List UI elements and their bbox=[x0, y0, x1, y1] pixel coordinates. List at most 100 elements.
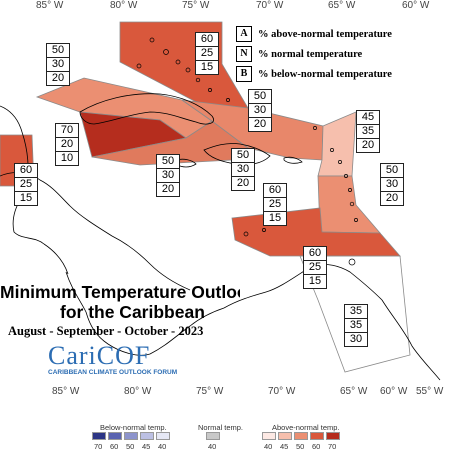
prob-above: 70 bbox=[56, 124, 78, 138]
colorbar-below-cell bbox=[140, 432, 154, 440]
lon-label: 75° W bbox=[182, 0, 210, 11]
prob-above: 45 bbox=[357, 111, 379, 125]
prob-below: 15 bbox=[268, 212, 282, 224]
region-leeward-south bbox=[317, 175, 381, 234]
prob-below: 15 bbox=[200, 61, 214, 73]
prob-normal: 35 bbox=[345, 319, 367, 333]
prob-above: 60 bbox=[196, 33, 218, 47]
colorbar-below-cell bbox=[92, 432, 106, 440]
prob-above: 50 bbox=[249, 90, 271, 104]
prob-below: 10 bbox=[60, 152, 74, 164]
prob-box-cuba-east: 50 30 20 bbox=[156, 154, 180, 197]
legend-label: % above-normal temperature bbox=[258, 28, 392, 40]
legend-row-normal: N % normal temperature bbox=[236, 44, 414, 64]
prob-above: 50 bbox=[157, 155, 179, 169]
map-subtitle: for the Caribbean bbox=[60, 302, 205, 322]
prob-box-caribbean-sea: 60 25 15 bbox=[263, 183, 287, 226]
colorbar-below-cell bbox=[108, 432, 122, 440]
legend-row-above: A % above-normal temperature bbox=[236, 24, 414, 44]
colorbar-below-cell bbox=[156, 432, 170, 440]
prob-below: 20 bbox=[161, 183, 175, 195]
colorbar-above-title: Above-normal temp. bbox=[272, 423, 340, 432]
prob-normal: 25 bbox=[196, 47, 218, 61]
prob-normal: 35 bbox=[357, 125, 379, 139]
prob-above: 60 bbox=[15, 164, 37, 178]
prob-below: 20 bbox=[361, 139, 375, 151]
legend-label: % normal temperature bbox=[258, 48, 363, 60]
prob-box-bahamas-west: 50 30 20 bbox=[46, 43, 70, 86]
colorbar-tick-label: 70 bbox=[94, 442, 103, 451]
lon-label: 75° W bbox=[196, 386, 224, 397]
prob-normal: 20 bbox=[56, 138, 78, 152]
lon-label: 60° W bbox=[402, 0, 430, 11]
island-marks bbox=[136, 37, 358, 266]
legend-key: A bbox=[236, 26, 252, 42]
prob-normal: 25 bbox=[304, 261, 326, 275]
prob-box-leeward-south: 50 30 20 bbox=[380, 163, 404, 206]
prob-normal: 30 bbox=[232, 163, 254, 177]
lon-label: 65° W bbox=[340, 386, 368, 397]
map-period: August - September - October - 2023 bbox=[8, 324, 204, 338]
prob-above: 60 bbox=[264, 184, 286, 198]
colorbar-normal-title: Normal temp. bbox=[198, 423, 244, 432]
prob-box-turks-caicos: 50 30 20 bbox=[248, 89, 272, 132]
prob-normal: 30 bbox=[157, 169, 179, 183]
lon-label: 70° W bbox=[256, 0, 284, 11]
region-guianas bbox=[299, 255, 411, 373]
prob-above: 50 bbox=[381, 164, 403, 178]
colorbar-tick-label: 40 bbox=[264, 442, 273, 451]
prob-box-bahamas-north: 60 25 15 bbox=[195, 32, 219, 75]
colorbar-tick-label: 45 bbox=[280, 442, 289, 451]
region-leeward-north bbox=[317, 111, 357, 177]
legend-key: B bbox=[236, 66, 252, 82]
prob-box-cuba-west: 70 20 10 bbox=[55, 123, 79, 166]
prob-box-central-america: 60 25 15 bbox=[14, 163, 38, 206]
map-title: Minimum Temperature Outlook bbox=[0, 282, 240, 302]
colorbar-below-cell bbox=[124, 432, 138, 440]
colorbar-tick-label: 60 bbox=[312, 442, 321, 451]
lon-label: 70° W bbox=[268, 386, 296, 397]
prob-box-guianas: 35 35 30 bbox=[344, 304, 368, 347]
lon-label: 60° W bbox=[380, 386, 408, 397]
colorbar-above-cell bbox=[294, 432, 308, 440]
lon-label: 85° W bbox=[36, 0, 64, 11]
prob-normal: 30 bbox=[47, 58, 69, 72]
caricof-logo: CariCOF bbox=[48, 341, 176, 373]
lon-label: 65° W bbox=[328, 0, 356, 11]
colorbar-tick-label: 45 bbox=[142, 442, 151, 451]
prob-box-trinidad: 60 25 15 bbox=[303, 246, 327, 289]
prob-box-leeward-north: 45 35 20 bbox=[356, 110, 380, 153]
prob-normal: 30 bbox=[249, 104, 271, 118]
colorbar-above-cell bbox=[310, 432, 324, 440]
colorbar-above-cell bbox=[262, 432, 276, 440]
lon-label: 80° W bbox=[124, 386, 152, 397]
lon-label: 85° W bbox=[52, 386, 80, 397]
colorbar-tick-label: 40 bbox=[158, 442, 167, 451]
prob-above: 35 bbox=[345, 305, 367, 319]
colorbar-below-title: Below-normal temp. bbox=[100, 423, 167, 432]
prob-below: 30 bbox=[349, 333, 363, 345]
colorbar-above-cell bbox=[326, 432, 340, 440]
prob-box-hispaniola: 50 30 20 bbox=[231, 148, 255, 191]
colorbar-tick-label: 50 bbox=[296, 442, 305, 451]
legend-key: N bbox=[236, 46, 252, 62]
prob-above: 50 bbox=[232, 149, 254, 163]
colorbar-tick-label: 60 bbox=[110, 442, 119, 451]
logo-name: CariCOF bbox=[48, 341, 151, 370]
legend-label: % below-normal temperature bbox=[258, 68, 392, 80]
prob-below: 20 bbox=[253, 118, 267, 130]
prob-below: 20 bbox=[385, 192, 399, 204]
prob-below: 15 bbox=[308, 275, 322, 287]
prob-normal: 25 bbox=[15, 178, 37, 192]
colorbar-above-cell bbox=[278, 432, 292, 440]
map-legend: A % above-normal temperature N % normal … bbox=[236, 24, 414, 84]
prob-below: 20 bbox=[51, 72, 65, 84]
prob-normal: 30 bbox=[381, 178, 403, 192]
colorbar-tick-label: 70 bbox=[328, 442, 337, 451]
lon-label: 55° W bbox=[416, 386, 444, 397]
legend-row-below: B % below-normal temperature bbox=[236, 64, 414, 84]
colorbar-tick-label: 50 bbox=[126, 442, 135, 451]
prob-normal: 25 bbox=[264, 198, 286, 212]
logo-subtitle: CARIBBEAN CLIMATE OUTLOOK FORUM bbox=[48, 369, 178, 376]
lon-label: 80° W bbox=[110, 0, 138, 11]
